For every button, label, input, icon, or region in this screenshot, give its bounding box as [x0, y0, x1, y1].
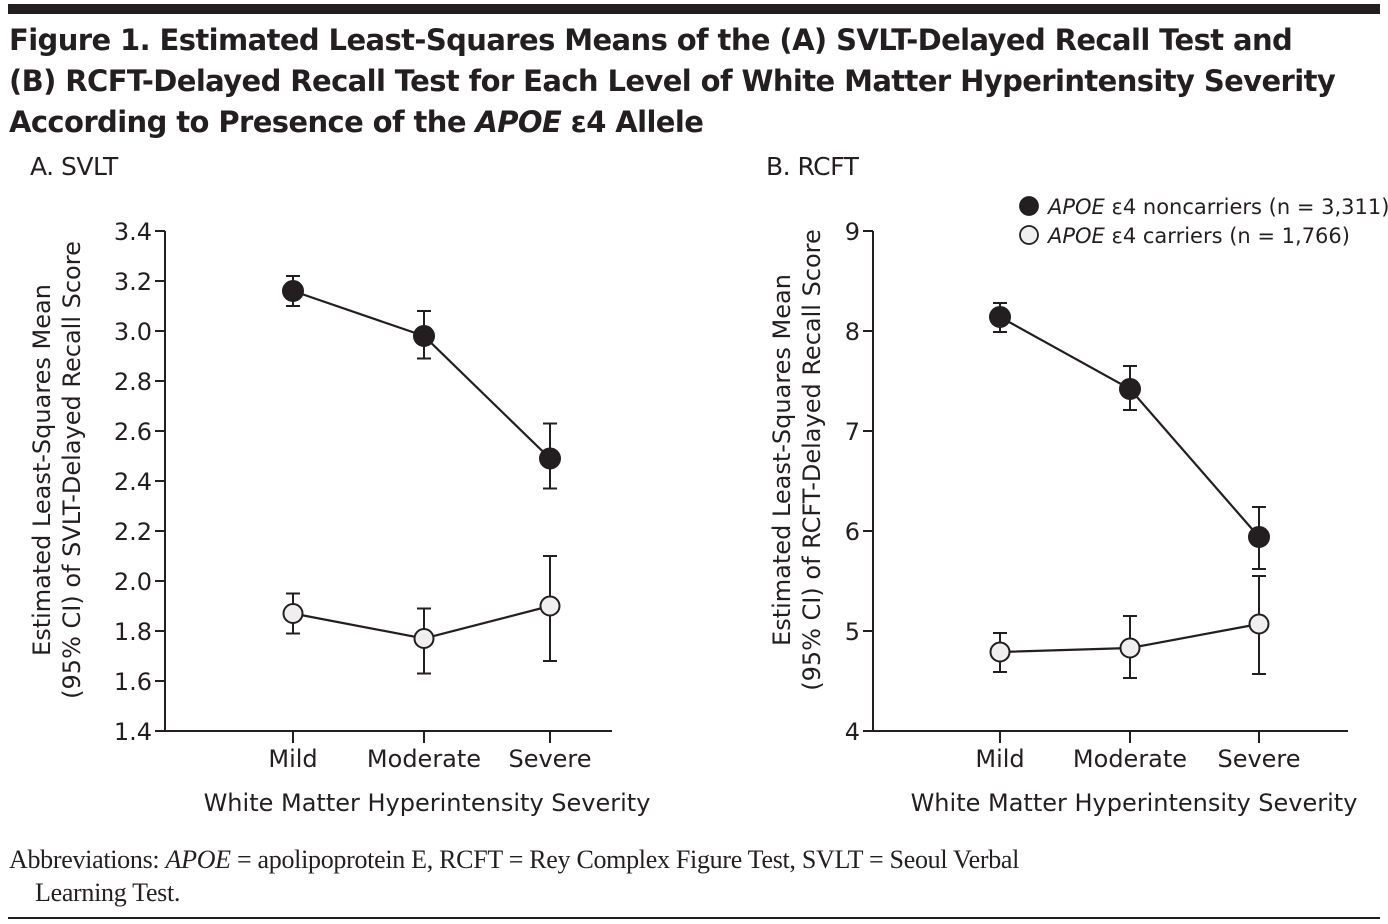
data-point — [989, 641, 1011, 663]
legend-filled-circle-icon — [1019, 196, 1039, 216]
x-tick-label: Mild — [975, 745, 1024, 773]
y-tick-label: 6 — [845, 518, 860, 546]
legend-label: APOE ε4 noncarriers (n = 3,311) — [1046, 195, 1388, 219]
series-noncarriers — [989, 302, 1270, 570]
x-tick-label: Severe — [508, 745, 591, 773]
y-axis-title-line-2: (95% CI) of SVLT-Delayed Recall Score — [58, 241, 86, 699]
y-axis-title-line-1: Estimated Least-Squares Mean — [28, 284, 56, 656]
y-axis-title-line-1: Estimated Least-Squares Mean — [768, 274, 796, 646]
y-tick-label: 2.6 — [114, 418, 152, 446]
x-tick-label: Moderate — [367, 745, 481, 773]
y-tick-label: 7 — [845, 418, 860, 446]
top-rule — [8, 4, 1380, 14]
panel-a-chart: 1.4 1.6 1.8 2.0 2.2 2.4 2.6 2.8 3.0 3.2 3.4 Mild Mod… — [28, 218, 650, 817]
data-point — [413, 325, 435, 347]
x-axis-title: White Matter Hyperintensity Severity — [204, 789, 651, 817]
y-tick-label: 1.8 — [114, 618, 152, 646]
data-point — [989, 306, 1011, 328]
y-tick-label: 2.4 — [114, 468, 152, 496]
y-axis-title-line-2: (95% CI) of RCFT-Delayed Recall Score — [798, 229, 826, 691]
x-tick-label: Mild — [268, 745, 317, 773]
data-point — [1248, 613, 1270, 635]
x-axis-title: White Matter Hyperintensity Severity — [911, 789, 1358, 817]
y-tick-label: 1.6 — [114, 668, 152, 696]
legend: APOE ε4 noncarriers (n = 3,311)APOE ε4 c… — [1019, 195, 1388, 248]
bottom-rule — [8, 917, 1380, 919]
y-tick-label: 1.4 — [114, 718, 152, 746]
series-carriers — [989, 575, 1270, 679]
y-tick-label: 2.2 — [114, 518, 152, 546]
x-tick-label: Severe — [1217, 745, 1300, 773]
y-tick-label: 3.2 — [114, 268, 152, 296]
series-carriers — [282, 555, 561, 675]
data-point — [1119, 378, 1141, 400]
y-tick-label: 2.0 — [114, 568, 152, 596]
panel-a-label: A. SVLT — [30, 152, 118, 181]
panel-b-chart: 4 5 6 7 8 9 Mild Moderate Severe White Matter Hyp… — [768, 195, 1388, 817]
y-tick-label: 3.0 — [114, 318, 152, 346]
series-line — [999, 316, 1260, 538]
legend-label-text: ε4 carriers (n = 1,766) — [1105, 224, 1350, 248]
data-point — [413, 628, 435, 649]
footnote: Abbreviations: APOE = apolipoprotein E, … — [9, 843, 1019, 909]
legend-label-text: ε4 noncarriers (n = 3,311) — [1105, 195, 1388, 219]
legend-label: APOE ε4 carriers (n = 1,766) — [1046, 224, 1350, 248]
data-point — [282, 603, 304, 624]
footnote-line-2: Learning Test. — [35, 878, 181, 907]
data-point — [1119, 637, 1141, 659]
legend-label-italic: APOE — [1046, 224, 1106, 248]
figure-title-line-3: According to Presence of the APOE ε4 All… — [9, 105, 704, 139]
data-point — [539, 595, 561, 617]
y-tick-label: 5 — [845, 618, 860, 646]
y-tick-label: 4 — [845, 718, 860, 746]
legend-label-italic: APOE — [1046, 195, 1106, 219]
y-tick-label: 3.4 — [114, 218, 152, 246]
figure-title: Figure 1. Estimated Least-Squares Means … — [9, 20, 1379, 143]
x-tick-label: Moderate — [1073, 745, 1187, 773]
data-point — [1248, 526, 1270, 548]
series-noncarriers — [282, 275, 561, 490]
panel-b-label: B. RCFT — [766, 152, 859, 181]
figure-title-line-1: Figure 1. Estimated Least-Squares Means … — [9, 23, 1293, 57]
data-point — [539, 447, 561, 470]
y-tick-label: 9 — [845, 218, 860, 246]
y-tick-label: 8 — [845, 318, 860, 346]
y-tick-label: 2.8 — [114, 368, 152, 396]
series-line — [292, 289, 551, 460]
legend-open-circle-icon — [1019, 225, 1039, 245]
data-point — [282, 280, 304, 302]
figure-title-line-2: (B) RCFT-Delayed Recall Test for Each Le… — [9, 64, 1336, 98]
footnote-line-1: Abbreviations: APOE = apolipoprotein E, … — [9, 845, 1020, 874]
